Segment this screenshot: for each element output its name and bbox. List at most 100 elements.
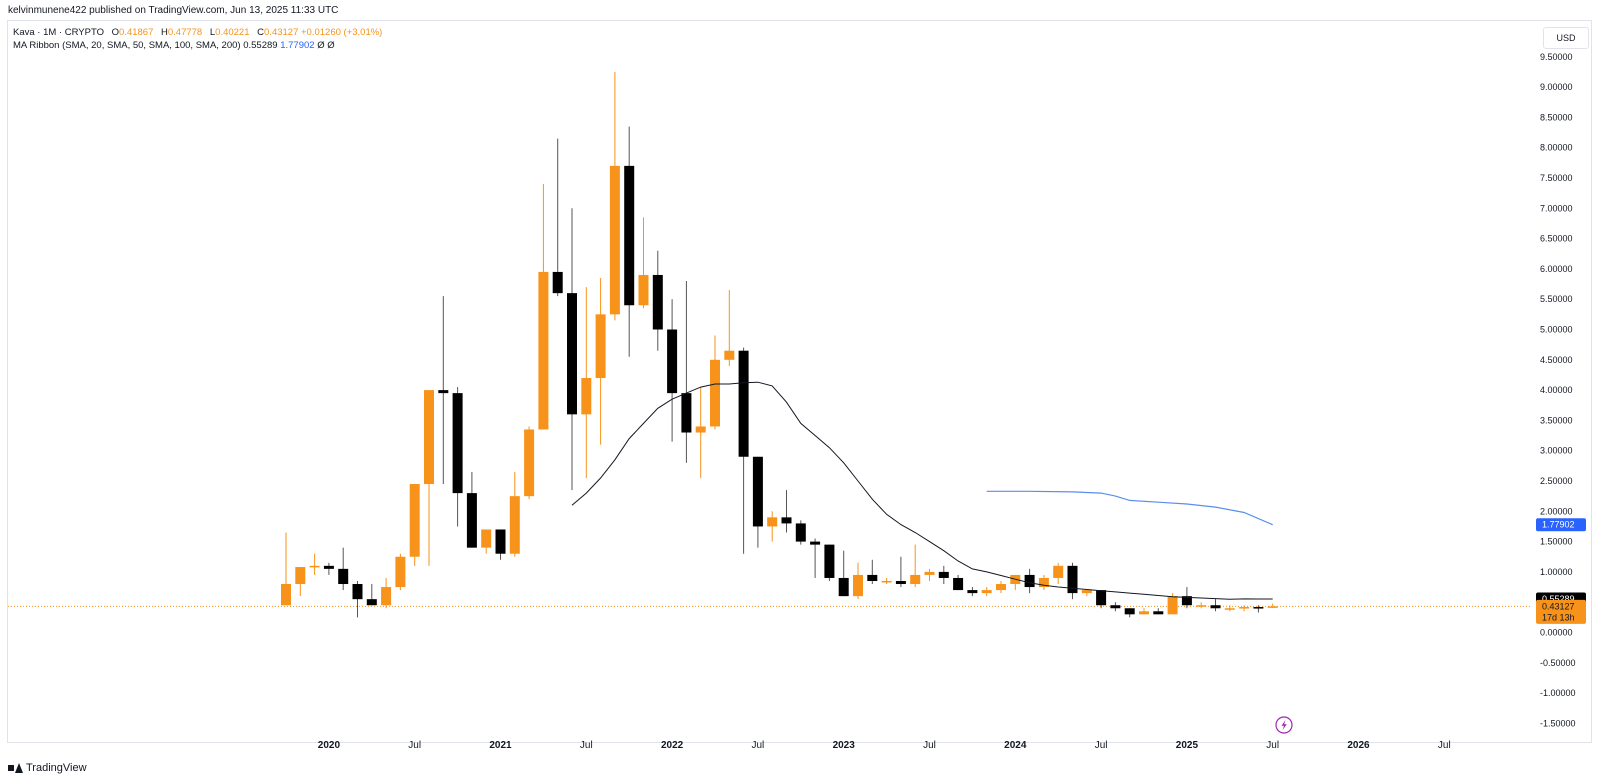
y-tick-label: 7.00000: [1540, 203, 1573, 213]
candle-body: [338, 568, 349, 585]
tradingview-logo-icon: [8, 763, 23, 773]
candle-body: [552, 271, 563, 294]
candle-body: [667, 329, 678, 394]
ma20-badge-text: 0.55289: [1542, 594, 1575, 604]
ma-empty-2: Ø: [327, 40, 335, 51]
currency-selector[interactable]: USD: [1543, 27, 1589, 49]
candle-body: [895, 580, 906, 585]
candles: [281, 71, 1278, 618]
y-tick-label: 3.00000: [1540, 446, 1573, 456]
candle-body: [295, 567, 306, 585]
candle-body: [1067, 565, 1078, 594]
indicator-name[interactable]: MA Ribbon (SMA, 20, SMA, 50, SMA, 100, S…: [13, 40, 241, 51]
candle-body: [1110, 605, 1121, 609]
candle-body: [495, 529, 506, 554]
x-tick-label: 2021: [489, 740, 512, 751]
candle-body: [1224, 608, 1235, 610]
y-tick-label: 9.50000: [1540, 52, 1573, 62]
open-label: O: [111, 27, 120, 38]
price-badge-text: 0.43127: [1542, 601, 1575, 611]
candle-body: [938, 571, 949, 578]
x-tick-label: 2025: [1176, 740, 1199, 751]
candle-body: [981, 590, 992, 594]
candle-body: [752, 456, 763, 527]
candle-body: [581, 377, 592, 415]
high-label: H: [161, 27, 168, 38]
ma50-badge-text: 1.77902: [1542, 520, 1575, 530]
candle-body: [824, 544, 835, 578]
candle-body: [624, 165, 635, 306]
x-tick-label: 2026: [1347, 740, 1370, 751]
candle-body: [323, 565, 334, 569]
y-tick-label: -0.50000: [1540, 658, 1576, 668]
candle-body: [1181, 596, 1192, 606]
candle-body: [567, 293, 577, 415]
y-tick-label: 4.50000: [1540, 355, 1573, 365]
candle-body: [910, 574, 921, 585]
close-label: C: [257, 27, 265, 38]
candle-body: [366, 599, 377, 606]
x-axis[interactable]: 2020 Jul 2021 Jul 2022 Jul 2023 Jul 2024 Jul 2025 J…: [318, 740, 1451, 751]
high-value: 0.47778: [167, 27, 203, 38]
ma20-line: [571, 381, 1273, 600]
candle-body: [710, 359, 720, 427]
candle-body: [438, 390, 449, 394]
price-badge: [1536, 599, 1586, 624]
candle-body: [1024, 574, 1035, 588]
candle-body: [1096, 590, 1107, 606]
ma-value-1: 0.55289: [243, 40, 278, 51]
x-tick-label: 2024: [1004, 740, 1027, 751]
y-tick-label: 0.00000: [1540, 628, 1573, 638]
y-tick-label: 8.00000: [1540, 143, 1573, 153]
candle-body: [1053, 565, 1064, 578]
candle-body: [1153, 611, 1164, 615]
y-tick-label: 1.50000: [1540, 537, 1573, 547]
published-by-line: kelvinmunene422 published on TradingView…: [8, 5, 339, 16]
candle-body: [309, 565, 320, 568]
open-value: 0.41867: [119, 27, 154, 38]
candle-body: [638, 274, 649, 306]
x-tick-label: 2023: [833, 740, 856, 751]
candle-body: [781, 517, 792, 524]
y-tick-label: 6.50000: [1540, 234, 1573, 244]
candle-body: [1267, 606, 1278, 608]
candle-body: [795, 523, 806, 542]
candle-body: [1038, 577, 1049, 588]
footer-brand[interactable]: TradingView: [8, 762, 87, 774]
symbol-legend[interactable]: Kava · 1M · CRYPTO O0.41867 H0.47778 L0.…: [13, 27, 382, 38]
symbol-name[interactable]: Kava · 1M · CRYPTO: [13, 27, 104, 38]
x-tick-label: Jul: [1438, 740, 1451, 751]
x-tick-label: Jul: [1266, 740, 1279, 751]
candle-body: [395, 556, 406, 588]
candle-body: [1239, 607, 1250, 609]
candle-body: [1124, 608, 1135, 615]
y-tick-label: 7.50000: [1540, 173, 1573, 183]
change-value: +0.01260 (+3.01%): [301, 27, 383, 38]
candle-body: [738, 350, 749, 457]
y-axis[interactable]: 9.50000 9.00000 8.50000 8.00000 7.50000 7.000…: [1540, 52, 1576, 729]
y-tick-label: 4.00000: [1540, 385, 1573, 395]
ma-value-2: 1.77902: [280, 40, 315, 51]
low-value: 0.40221: [215, 27, 250, 38]
candle-body: [609, 165, 620, 315]
replay-button[interactable]: [1275, 716, 1293, 734]
candle-body: [767, 517, 778, 527]
candle-body: [881, 580, 892, 583]
y-tick-label: 5.00000: [1540, 325, 1573, 335]
candle-body: [1210, 605, 1221, 609]
candle-body: [481, 529, 492, 548]
low-label: L: [209, 27, 216, 38]
x-tick-label: Jul: [580, 740, 593, 751]
y-tick-label: 3.50000: [1540, 415, 1573, 425]
x-tick-label: 2020: [318, 740, 341, 751]
candle-body: [1196, 605, 1207, 607]
indicator-legend[interactable]: MA Ribbon (SMA, 20, SMA, 50, SMA, 100, S…: [13, 40, 335, 51]
x-tick-label: 2022: [661, 740, 684, 751]
candle-body: [1167, 596, 1178, 615]
y-tick-label: -1.50000: [1540, 718, 1576, 728]
candle-body: [352, 584, 363, 600]
candle-body: [509, 496, 520, 554]
candle-body: [424, 390, 434, 485]
